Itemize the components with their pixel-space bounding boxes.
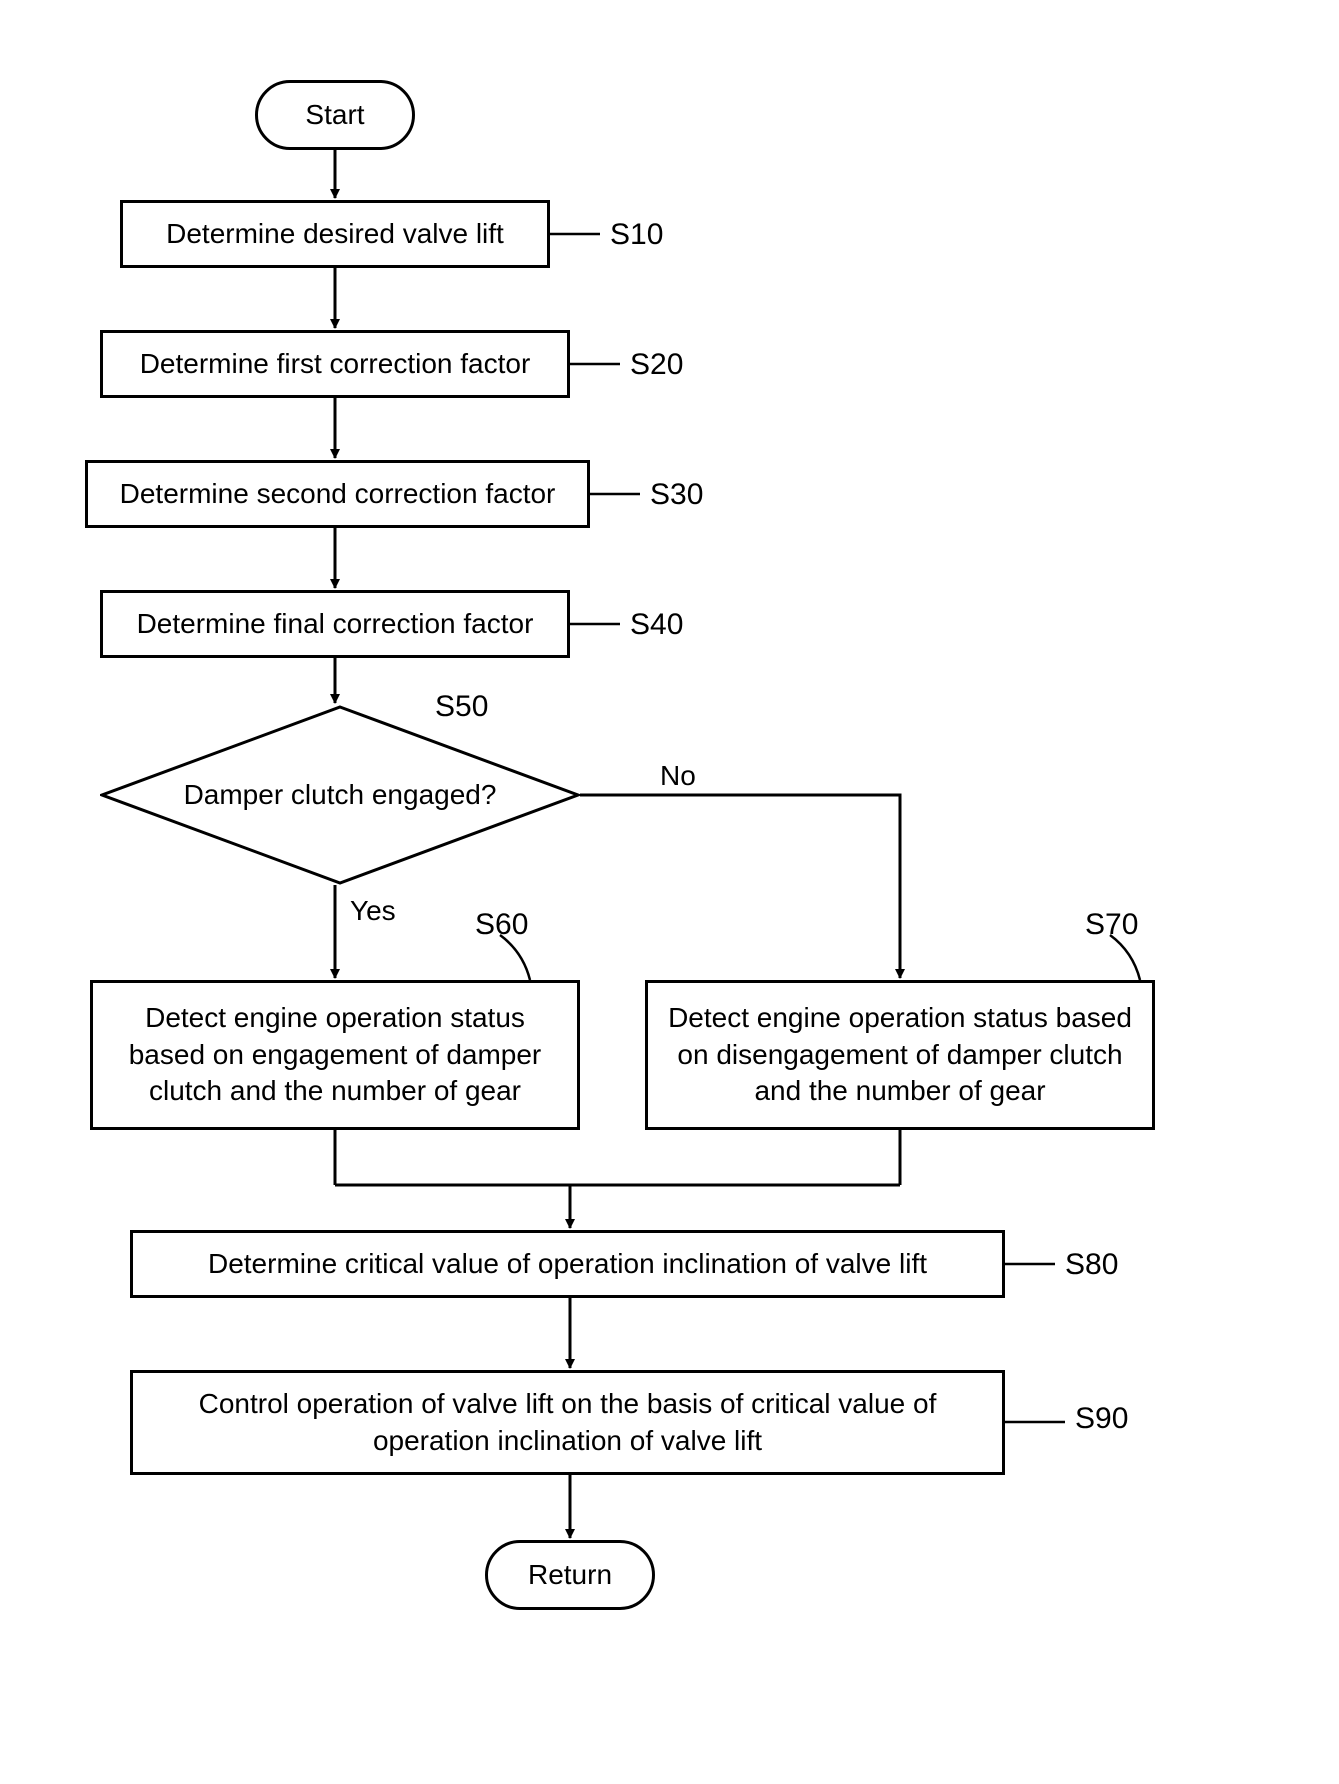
s10-text: Determine desired valve lift bbox=[166, 216, 504, 252]
s10-label: S10 bbox=[610, 218, 663, 252]
s80-label: S80 bbox=[1065, 1248, 1118, 1282]
s20-node: Determine first correction factor bbox=[100, 330, 570, 398]
no-label: No bbox=[660, 760, 696, 792]
s20-label: S20 bbox=[630, 348, 683, 382]
s60-label: S60 bbox=[475, 908, 528, 942]
s90-node: Control operation of valve lift on the b… bbox=[130, 1370, 1005, 1475]
s70-text: Detect engine operation status based on … bbox=[664, 1000, 1136, 1109]
s90-text: Control operation of valve lift on the b… bbox=[149, 1386, 986, 1459]
s40-text: Determine final correction factor bbox=[137, 606, 534, 642]
s50-node: Damper clutch engaged? bbox=[100, 705, 580, 885]
s70-node: Detect engine operation status based on … bbox=[645, 980, 1155, 1130]
s50-label: S50 bbox=[435, 690, 488, 724]
yes-label: Yes bbox=[350, 895, 396, 927]
s90-label: S90 bbox=[1075, 1402, 1128, 1436]
s10-node: Determine desired valve lift bbox=[120, 200, 550, 268]
flowchart: Start Determine desired valve lift S10 D… bbox=[40, 40, 1299, 1704]
s30-node: Determine second correction factor bbox=[85, 460, 590, 528]
s60-node: Detect engine operation status based on … bbox=[90, 980, 580, 1130]
connectors bbox=[40, 40, 1339, 1784]
s40-node: Determine final correction factor bbox=[100, 590, 570, 658]
s80-text: Determine critical value of operation in… bbox=[208, 1246, 927, 1282]
return-node: Return bbox=[485, 1540, 655, 1610]
s40-label: S40 bbox=[630, 608, 683, 642]
start-text: Start bbox=[305, 97, 364, 133]
start-node: Start bbox=[255, 80, 415, 150]
s30-text: Determine second correction factor bbox=[120, 476, 556, 512]
s80-node: Determine critical value of operation in… bbox=[130, 1230, 1005, 1298]
s60-text: Detect engine operation status based on … bbox=[109, 1000, 561, 1109]
s30-label: S30 bbox=[650, 478, 703, 512]
s70-label: S70 bbox=[1085, 908, 1138, 942]
s50-text: Damper clutch engaged? bbox=[184, 777, 497, 813]
return-text: Return bbox=[528, 1557, 612, 1593]
s20-text: Determine first correction factor bbox=[140, 346, 531, 382]
